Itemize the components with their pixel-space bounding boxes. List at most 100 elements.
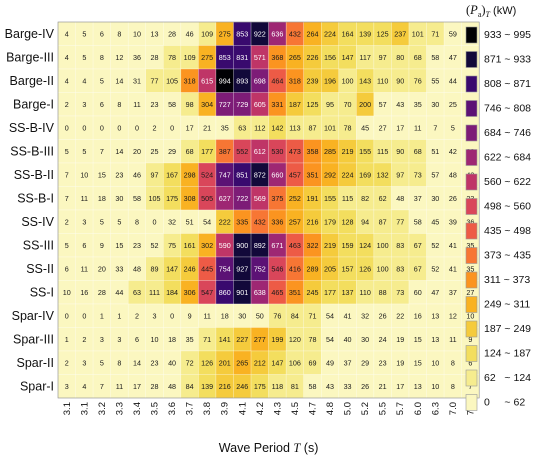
column-tick-label: 3.1	[62, 402, 73, 415]
cell-value-label: 43	[326, 382, 334, 391]
cell-value-label: 505	[201, 194, 213, 203]
cell-value-label: 727	[219, 100, 231, 109]
legend-swatch	[465, 369, 478, 387]
cell-value-label: 17	[396, 123, 404, 132]
cell-value-label: 110	[377, 76, 388, 85]
cell-value-label: 11	[203, 311, 210, 320]
legend-bin-label: 124 ~ 187	[484, 348, 531, 360]
cell-value-label: 54	[326, 335, 334, 344]
row-label: SS-B-IV	[9, 121, 55, 135]
cell-value-label: 900	[236, 241, 248, 250]
cell-value-label: 25	[151, 147, 159, 156]
legend-bin-label: 746 ~ 808	[484, 103, 531, 115]
cell-value-label: 27	[379, 123, 387, 132]
column-tick-label: 6.3	[430, 402, 441, 415]
cell-value-label: 26	[449, 194, 457, 203]
cell-value-label: 6	[135, 335, 139, 344]
cell-value-label: 117	[359, 53, 370, 62]
cell-value-label: 101	[412, 29, 424, 38]
cell-value-label: 105	[166, 76, 178, 85]
cell-value-label: 24	[379, 335, 387, 344]
column-tick-label: 3.5	[150, 402, 161, 415]
cell-value-label: 722	[236, 194, 248, 203]
cell-value-label: 71	[308, 311, 316, 320]
cell-value-label: 416	[289, 264, 301, 273]
cell-value-label: 901	[236, 288, 248, 297]
legend-bin-label: 435 ~ 498	[484, 225, 531, 237]
cell-value-label: 14	[133, 358, 141, 367]
cell-value-label: 139	[359, 29, 371, 38]
cell-value-label: 28	[151, 53, 159, 62]
cell-value-label: 164	[342, 29, 354, 38]
cell-value-label: 54	[203, 217, 211, 226]
cell-value-label: 0	[135, 123, 139, 132]
legend-swatch	[465, 345, 478, 362]
cell-value-label: 17	[186, 123, 194, 132]
cell-value-label: 331	[271, 100, 283, 109]
cell-value-label: 45	[361, 123, 369, 132]
cell-value-label: 3	[82, 358, 86, 367]
cell-value-label: 23	[151, 100, 159, 109]
cell-value-label: 2	[153, 123, 157, 132]
cell-value-label: 530	[271, 147, 283, 156]
cell-value-label: 177	[324, 288, 336, 297]
cell-value-label: 21	[203, 123, 211, 132]
cell-value-label: 41	[449, 264, 457, 273]
cell-value-label: 59	[449, 29, 457, 38]
cell-value-label: 10	[466, 311, 474, 320]
cell-value-label: 109	[184, 53, 196, 62]
cell-value-label: 246	[236, 382, 248, 391]
legend-bin-label: 498 ~ 560	[484, 201, 531, 213]
cell-value-label: 42	[449, 147, 457, 156]
cell-value-label: 1	[100, 311, 104, 320]
cell-value-label: 48	[396, 194, 404, 203]
legend-swatch	[465, 222, 478, 240]
column-tick-label: 4.1	[237, 402, 248, 415]
cell-value-label: 465	[271, 288, 283, 297]
cell-value-label: 4	[65, 29, 69, 38]
cell-value-label: 222	[219, 217, 231, 226]
cell-value-label: 25	[449, 100, 457, 109]
cell-value-label: 216	[306, 217, 318, 226]
cell-value-label: 143	[359, 76, 371, 85]
cell-value-label: 155	[324, 194, 336, 203]
cell-value-label: 77	[396, 217, 404, 226]
cell-value-label: 39	[449, 217, 457, 226]
cell-value-label: 264	[306, 29, 318, 38]
cell-value-label: 12	[115, 53, 123, 62]
cell-value-label: 994	[219, 76, 231, 85]
cell-value-label: 5	[451, 123, 455, 132]
legend-swatch	[465, 198, 478, 215]
column-tick-label: 3.7	[185, 402, 196, 415]
cell-value-label: 853	[236, 29, 248, 38]
cell-value-label: 22	[396, 311, 404, 320]
row-label: Barge-III	[6, 50, 54, 64]
cell-value-label: 118	[272, 382, 283, 391]
cell-value-label: 161	[184, 241, 196, 250]
cell-value-label: 115	[342, 194, 353, 203]
row-label: SS-B-III	[10, 144, 54, 158]
row-label: SS-B-II	[14, 168, 54, 182]
cell-value-label: 15	[98, 170, 106, 179]
cell-value-label: 51	[186, 217, 194, 226]
column-tick-label: 4.7	[307, 402, 318, 415]
cell-value-label: 0	[100, 123, 104, 132]
cell-value-label: 302	[201, 241, 213, 250]
cell-value-label: 8	[135, 217, 139, 226]
cell-value-label: 137	[342, 288, 354, 297]
cell-value-label: 219	[342, 147, 354, 156]
cell-value-label: 124	[359, 241, 371, 250]
cell-value-label: 26	[379, 311, 387, 320]
cell-value-label: 11	[116, 382, 123, 391]
cell-value-label: 106	[289, 358, 301, 367]
plot-frame	[57, 21, 480, 399]
cell-value-label: 265	[289, 53, 301, 62]
cell-value-label: 30	[238, 311, 246, 320]
cell-value-label: 571	[254, 53, 266, 62]
cell-value-label: 112	[254, 123, 265, 132]
cell-value-label: 638	[254, 288, 266, 297]
cell-value-label: 37	[449, 288, 457, 297]
cell-value-label: 853	[219, 53, 231, 62]
cell-value-label: 97	[151, 170, 159, 179]
